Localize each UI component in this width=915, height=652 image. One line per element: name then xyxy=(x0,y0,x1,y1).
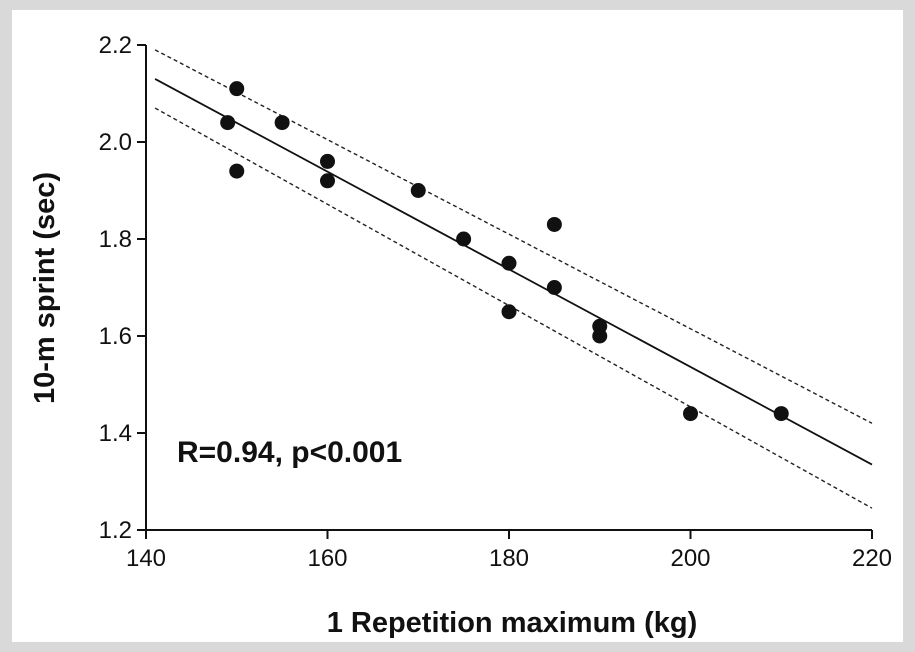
fit-lines xyxy=(154,49,873,509)
y-axis-title: 10-m sprint (sec) xyxy=(29,172,61,404)
data-point xyxy=(501,255,517,271)
data-point xyxy=(683,406,698,422)
data-point xyxy=(773,406,789,422)
data-point xyxy=(546,280,562,295)
data-point xyxy=(229,81,245,97)
y-tick-label: 1.2 xyxy=(99,517,132,544)
chart-figure: 140 160 180 200 220 1.2 1.4 1.6 1.8 2.0 2.2 R=0.9… xyxy=(12,10,903,642)
regression-line xyxy=(154,78,873,466)
y-tick-label: 1.8 xyxy=(99,226,132,253)
correlation-annotation: R=0.94, p<0.001 xyxy=(177,436,402,469)
x-tick-label: 160 xyxy=(307,545,347,572)
x-tick-label: 220 xyxy=(852,545,892,572)
y-tick-label: 1.6 xyxy=(99,323,132,350)
data-point xyxy=(320,153,335,169)
y-tick-label: 2.2 xyxy=(99,32,132,59)
x-axis-title: 1 Repetition maximum (kg) xyxy=(327,607,698,639)
confidence-band-upper xyxy=(154,49,873,424)
y-tick-label: 1.4 xyxy=(99,420,132,447)
data-point xyxy=(410,183,426,198)
scatter-chart: 140 160 180 200 220 1.2 1.4 1.6 1.8 2.0 2.2 R=0.9… xyxy=(29,32,892,639)
x-tick-label: 200 xyxy=(670,545,710,572)
data-point xyxy=(456,231,472,247)
data-points xyxy=(220,81,789,422)
data-point xyxy=(274,115,290,131)
data-point xyxy=(501,304,517,320)
x-tick-label: 180 xyxy=(489,545,529,572)
y-ticks: 1.2 1.4 1.6 1.8 2.0 2.2 xyxy=(99,32,146,544)
confidence-band-lower xyxy=(154,107,873,509)
data-point xyxy=(320,173,335,189)
x-ticks: 140 160 180 200 220 xyxy=(126,530,892,572)
data-point xyxy=(229,163,245,179)
data-point xyxy=(592,328,608,344)
x-tick-label: 140 xyxy=(126,545,166,572)
y-tick-label: 2.0 xyxy=(99,129,132,156)
data-point xyxy=(220,115,236,131)
data-point xyxy=(546,216,562,232)
